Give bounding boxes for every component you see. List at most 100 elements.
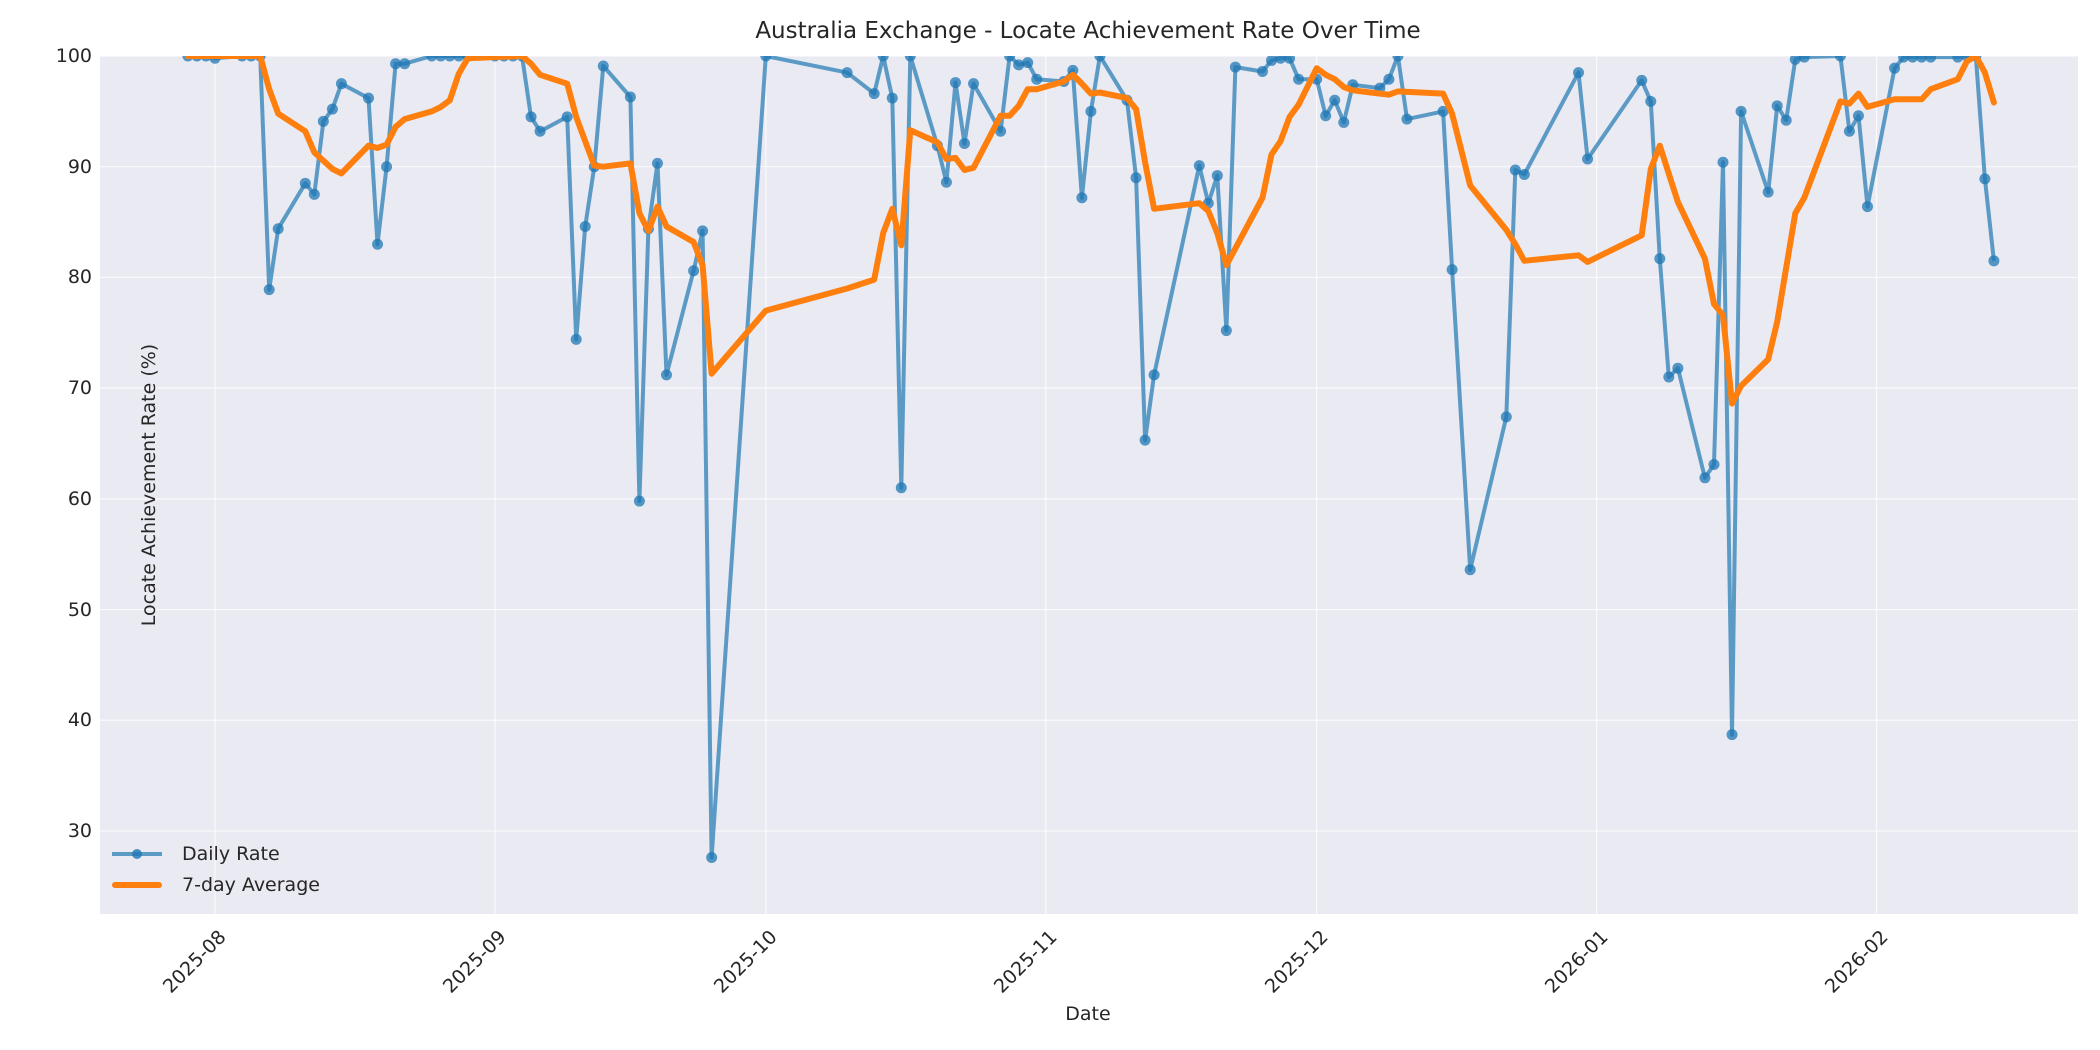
data-point [1798,56,1810,63]
data-point [886,92,898,104]
x-tick-label: 2025-12 [1260,926,1333,998]
data-point [317,115,329,127]
data-point [1834,56,1846,62]
data-point [1464,564,1476,576]
data-point [1699,472,1711,484]
data-point [1771,100,1783,112]
data-point [841,67,853,79]
y-tick-label: 30 [67,819,92,842]
data-point [1085,105,1097,117]
data-point [570,333,582,345]
y-tick-label: 90 [67,155,92,178]
y-tick-label: 50 [67,598,92,621]
y-tick-label: 100 [55,45,92,67]
legend: Daily Rate 7-day Average [108,838,320,900]
daily-rate-series [182,56,2000,864]
data-point [1193,160,1205,172]
data-point [1211,170,1223,182]
data-point [1789,56,1801,65]
data-point [1031,73,1043,85]
data-point [1952,56,1964,63]
data-point [1446,264,1458,276]
data-point [1925,56,1937,63]
data-point [760,56,772,62]
data-point [1672,362,1684,374]
data-point [1861,201,1873,213]
data-point [1708,459,1720,471]
data-point [895,482,907,494]
data-point [1500,411,1512,423]
data-point [1762,186,1774,198]
y-tick-label: 40 [67,709,92,732]
x-tick-label: 2026-02 [1820,926,1893,998]
data-point [1130,172,1142,184]
data-point [624,91,636,103]
data-point [453,56,465,62]
legend-item-daily-rate: Daily Rate [108,838,320,869]
data-point [399,58,411,70]
data-point [1383,73,1395,85]
plot-area [100,56,2078,914]
data-point [1437,105,1449,117]
data-point [444,56,456,62]
data-point [1843,125,1855,137]
data-point [426,56,438,62]
data-point [1139,434,1151,446]
data-point [1401,113,1413,125]
data-point [1979,173,1991,185]
data-point [1509,164,1521,176]
data-point [308,188,320,200]
data-point [525,111,537,123]
data-point [949,77,961,89]
legend-label: Daily Rate [182,842,280,865]
data-point [1013,59,1025,71]
y-tick-label: 60 [67,487,92,510]
data-point [1636,74,1648,86]
x-tick-label: 2025-10 [709,926,782,998]
data-point [1275,56,1287,64]
data-point [1889,62,1901,74]
legend-item-7-day-average: 7-day Average [108,869,320,900]
data-point [1076,192,1088,204]
data-point [1645,95,1657,107]
data-point [868,88,880,100]
data-point [1094,56,1106,62]
average-line-icon [108,875,166,895]
data-point [1573,67,1585,79]
x-tick-label: 2026-01 [1540,926,1613,998]
data-point [335,78,347,90]
y-tick-label: 80 [67,266,92,289]
data-point [1004,56,1016,62]
data-point [1907,56,1919,63]
data-point [1392,56,1404,62]
data-point [1022,57,1034,69]
data-point [697,225,709,237]
data-point [688,265,700,277]
data-point [534,125,546,137]
y-tick-label: 70 [67,377,92,400]
data-point [1898,56,1910,63]
data-point [326,103,338,115]
data-point [651,157,663,169]
data-point [1229,61,1241,73]
data-point [1916,56,1928,63]
data-point [877,56,889,62]
data-point [1988,255,2000,267]
data-point [1329,94,1341,106]
data-point [1148,369,1160,381]
y-axis-label: Locate Achievement Rate (%) [138,343,161,627]
data-point [1735,105,1747,117]
seven-day-average-series [184,56,1997,407]
data-point [435,56,447,62]
data-point [561,111,573,123]
daily-rate-line-marker-icon [108,844,166,864]
data-point [940,176,952,188]
x-tick-label: 2025-11 [989,926,1062,998]
data-point [1726,729,1738,741]
data-point [1582,153,1594,165]
data-point [1518,168,1530,180]
data-point [706,852,718,864]
data-point [1654,253,1666,265]
data-point [1293,73,1305,85]
data-point [661,369,672,381]
